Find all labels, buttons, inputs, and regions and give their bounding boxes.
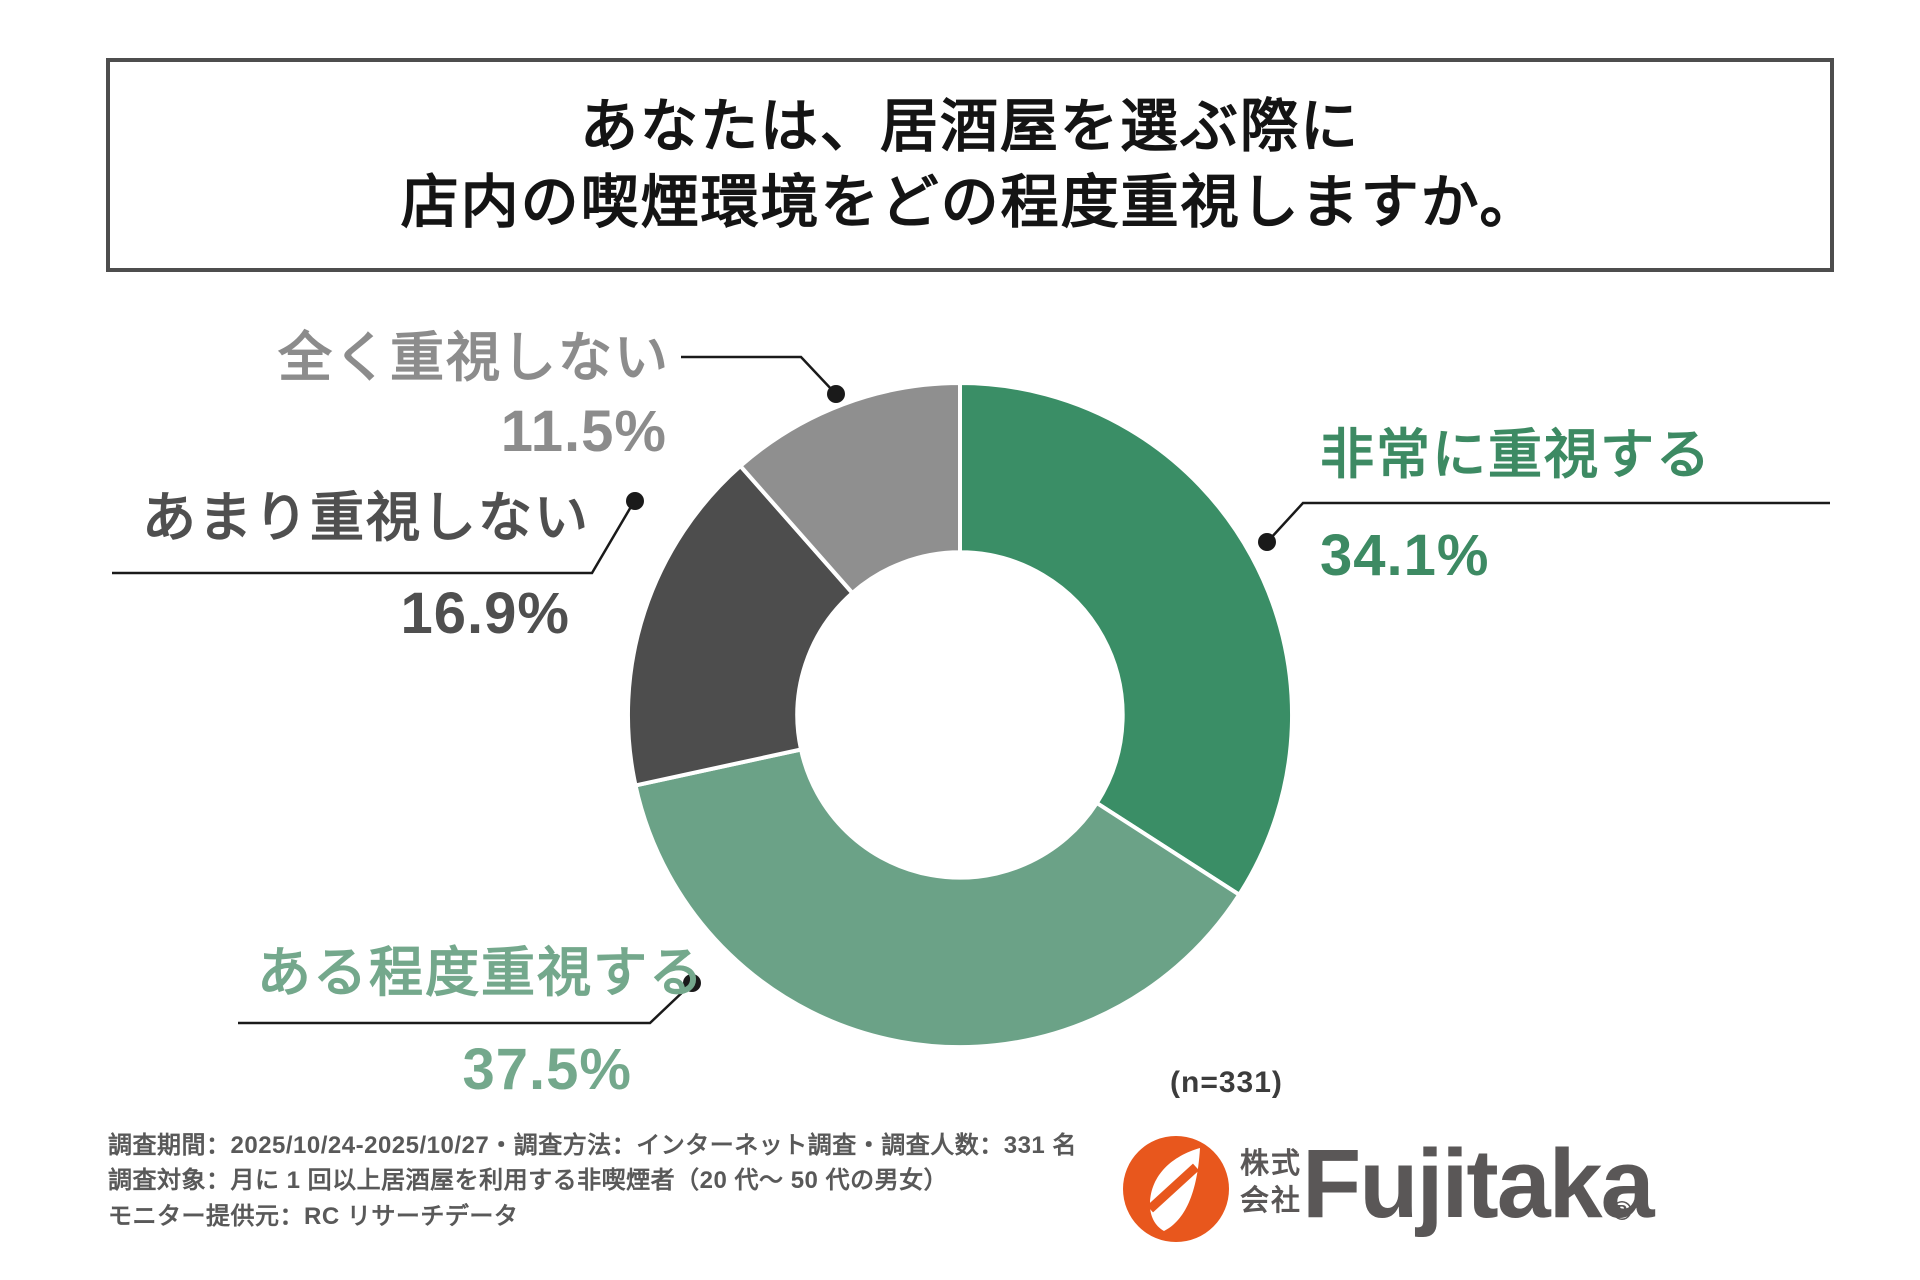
fujitaka-logo-mark [1123, 1136, 1229, 1242]
leader-line-aru [238, 974, 701, 1025]
label-amari-name: あまり重視しない [142, 488, 590, 548]
leader-line-amari [112, 492, 644, 575]
label-amari-pct: 16.9% [400, 581, 570, 646]
leader-line-zenku [681, 355, 845, 403]
logo-leaf-slash [1146, 1163, 1200, 1213]
footnote-line-1: 調査期間：2025/10/24-2025/10/27・調査方法：インターネット調… [108, 1132, 1077, 1159]
donut-segment-3 [738, 381, 962, 595]
label-aru-name: ある程度重視する [257, 943, 705, 1003]
donut-segment-0 [958, 381, 1294, 897]
leader-dot-aru [683, 974, 701, 992]
title-line-2: 店内の喫煙環境をどの程度重視しますか。 [400, 170, 1540, 235]
leader-dot-hijou [1258, 533, 1276, 551]
logo-prefix-line-2: 会社 [1240, 1184, 1303, 1217]
label-aru-pct: 37.5% [462, 1037, 632, 1102]
footnote-line-3: モニター提供元：RC リサーチデータ [108, 1202, 519, 1230]
leader-dot-amari [626, 492, 644, 510]
leader-line-hijou [1258, 501, 1830, 551]
logo-registered-mark: ® [1612, 1196, 1632, 1226]
label-hijou-name: 非常に重視する [1320, 425, 1712, 485]
label-zenku-pct: 11.5% [500, 399, 667, 464]
logo-company-prefix: 株式 会社 [1240, 1146, 1302, 1219]
donut-segment-1 [633, 747, 1242, 1050]
footnote-line-2: 調査対象：月に 1 回以上居酒屋を利用する非喫煙者（20 代～ 50 代の男女） [108, 1167, 949, 1195]
logo-prefix-line-1: 株式 [1240, 1148, 1303, 1180]
title-box: あなたは、居酒屋を選ぶ際に 店内の喫煙環境をどの程度重視しますか。 [106, 58, 1834, 272]
label-zenku-name: 全く重視しない [278, 328, 670, 388]
logo-brand-text: Fujitaka [1302, 1129, 1655, 1238]
sample-size-label: (n=331) [1170, 1066, 1283, 1099]
leader-dot-zenku [827, 385, 845, 403]
donut-segment-2 [625, 464, 855, 788]
label-hijou-pct: 34.1% [1320, 523, 1490, 588]
title-line-1: あなたは、居酒屋を選ぶ際に [579, 94, 1360, 160]
donut-segments [625, 381, 1294, 1050]
survey-footnote: 調査期間：2025/10/24-2025/10/27・調査方法：インターネット調… [108, 1131, 1077, 1237]
